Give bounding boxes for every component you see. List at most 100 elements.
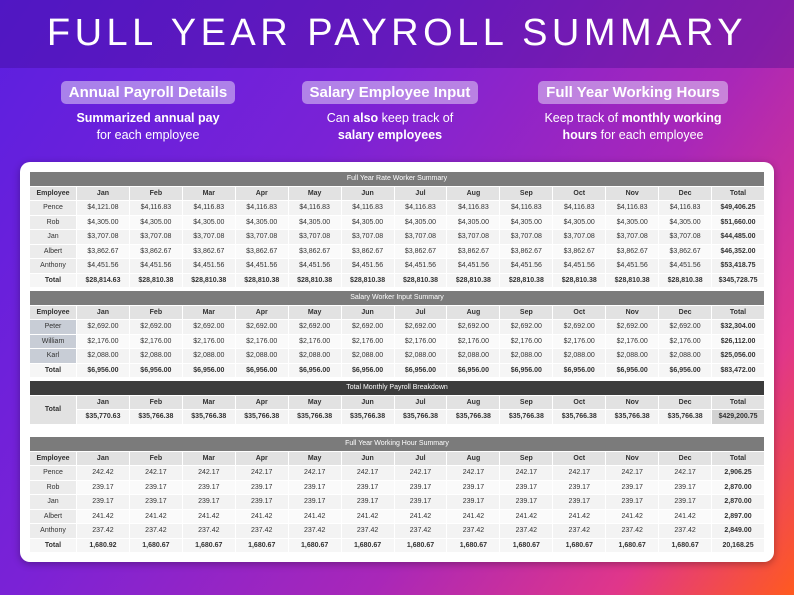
value-cell: $35,766.38: [553, 410, 606, 424]
header-cell: Aug: [447, 305, 500, 319]
data-cell: 239.17: [394, 495, 447, 509]
data-cell: $2,176.00: [553, 334, 606, 348]
header-cell: Jun: [341, 305, 394, 319]
data-cell: $4,451.56: [500, 259, 553, 273]
data-cell: $4,451.56: [288, 259, 341, 273]
data-cell: $4,116.83: [659, 201, 712, 215]
data-row: Pence $4,121.08 $4,116.83 $4,116.83 $4,116.8…: [30, 201, 764, 215]
data-cell: $3,862.67: [129, 244, 182, 258]
data-cell: 237.42: [77, 524, 129, 538]
total-cell: $83,472.00: [712, 363, 764, 377]
data-cell: 237.42: [288, 524, 341, 538]
data-cell: $2,692.00: [235, 320, 288, 334]
data-cell: $4,121.08: [77, 201, 129, 215]
data-cell: $2,692.00: [500, 320, 553, 334]
data-cell: $2,088.00: [447, 349, 500, 363]
data-cell: $3,707.08: [500, 230, 553, 244]
data-cell: 239.17: [182, 495, 235, 509]
header-cell: Apr: [235, 305, 288, 319]
total-cell: 1,680.67: [447, 538, 500, 552]
data-cell: $3,862.67: [606, 244, 659, 258]
data-cell: 241.42: [500, 509, 553, 523]
header-cell: Dec: [659, 395, 712, 409]
title-row: Total Monthly Payroll Breakdown: [30, 381, 764, 395]
data-cell: 239.17: [288, 480, 341, 494]
data-cell: 239.17: [447, 480, 500, 494]
header-cell: Oct: [553, 395, 606, 409]
data-cell: $3,707.08: [394, 230, 447, 244]
data-cell: $3,862.67: [288, 244, 341, 258]
header-cell: Dec: [659, 451, 712, 465]
table-title: Full Year Working Hour Summary: [30, 437, 764, 451]
header-cell: Jul: [394, 451, 447, 465]
data-row: William $2,176.00 $2,176.00 $2,176.00 $2,176…: [30, 334, 764, 348]
value-cell: $35,766.38: [659, 410, 712, 424]
total-cell: $28,810.38: [500, 273, 553, 287]
header-cell: Sep: [500, 186, 553, 200]
data-cell: $3,707.08: [447, 230, 500, 244]
value-cell: $35,766.38: [447, 410, 500, 424]
data-cell: $4,451.56: [553, 259, 606, 273]
data-cell: 242.42: [77, 466, 129, 480]
total-cell: $6,956.00: [606, 363, 659, 377]
data-cell: $2,692.00: [341, 320, 394, 334]
data-row: Pence 242.42 242.17 242.17 242.17 242.17 242.1…: [30, 466, 764, 480]
data-cell: 241.42: [235, 509, 288, 523]
header-cell: Jul: [394, 395, 447, 409]
description-text: for each employee: [597, 128, 704, 142]
description-line: Keep track of monthly working: [508, 110, 758, 127]
value-cell: $35,766.38: [394, 410, 447, 424]
employee-name: Peter: [30, 320, 76, 334]
data-cell: $4,305.00: [129, 215, 182, 229]
description-text: Keep track of: [544, 111, 622, 125]
data-cell: $4,305.00: [182, 215, 235, 229]
data-cell: $2,176.00: [606, 334, 659, 348]
header-cell: Feb: [129, 395, 182, 409]
total-cell: 1,680.67: [394, 538, 447, 552]
data-cell: 237.42: [129, 524, 182, 538]
data-cell: $4,116.83: [129, 201, 182, 215]
data-cell: $4,451.56: [129, 259, 182, 273]
total-cell: $28,814.63: [77, 273, 129, 287]
data-cell: $3,707.08: [606, 230, 659, 244]
data-cell: $2,692.00: [447, 320, 500, 334]
title-row: Full Year Working Hour Summary: [30, 437, 764, 451]
header-cell: Apr: [235, 451, 288, 465]
data-cell: $2,176.00: [77, 334, 129, 348]
data-cell: $2,088.00: [553, 349, 606, 363]
data-cell: $4,116.83: [500, 201, 553, 215]
header-cell: Total: [712, 186, 764, 200]
total-cell: $28,810.38: [394, 273, 447, 287]
header-cell: Mar: [182, 451, 235, 465]
data-cell: 239.17: [659, 480, 712, 494]
data-cell: 239.17: [288, 495, 341, 509]
data-cell: $4,305.00: [606, 215, 659, 229]
header-cell: Apr: [235, 395, 288, 409]
data-cell: $3,862.67: [235, 244, 288, 258]
data-cell: $2,692.00: [606, 320, 659, 334]
header-cell: Feb: [129, 451, 182, 465]
header-cell: Employee: [30, 305, 76, 319]
data-row: Peter $2,692.00 $2,692.00 $2,692.00 $2,692.0…: [30, 320, 764, 334]
data-cell: $53,418.75: [712, 259, 764, 273]
total-cell: 1,680.67: [500, 538, 553, 552]
data-cell: $2,088.00: [77, 349, 129, 363]
total-cell: $6,956.00: [288, 363, 341, 377]
header-cell: Sep: [500, 395, 553, 409]
value-cell: $429,200.75: [712, 410, 764, 424]
header-cell: Oct: [553, 305, 606, 319]
total-cell: $6,956.00: [129, 363, 182, 377]
data-cell: 239.17: [447, 495, 500, 509]
data-cell: $2,692.00: [394, 320, 447, 334]
data-cell: 241.42: [553, 509, 606, 523]
value-cell: $35,770.63: [77, 410, 129, 424]
employee-name: Anthony: [30, 259, 76, 273]
data-cell: $2,176.00: [500, 334, 553, 348]
employee-name: Anthony: [30, 524, 76, 538]
table: Total Monthly Payroll Breakdown Total Jan F…: [29, 380, 765, 425]
data-cell: $4,305.00: [553, 215, 606, 229]
data-cell: $4,305.00: [341, 215, 394, 229]
description-text: Summarized annual pay: [76, 111, 220, 125]
description-text: monthly working: [621, 111, 722, 125]
